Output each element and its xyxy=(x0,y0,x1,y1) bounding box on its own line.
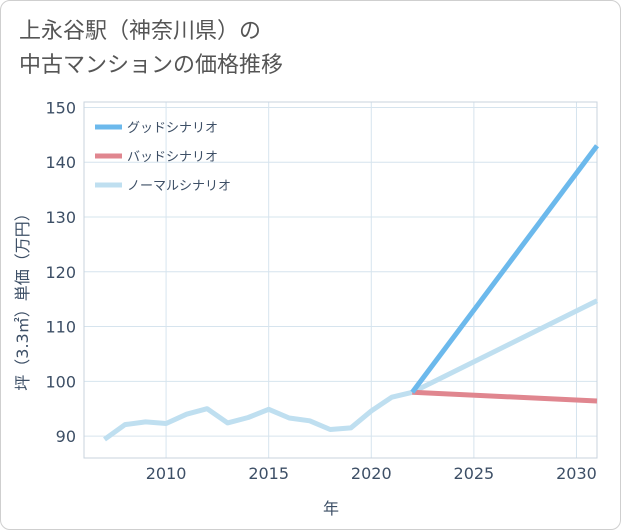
series-line-normal xyxy=(103,298,599,442)
legend-label-good: グッドシナリオ xyxy=(127,121,218,136)
x-axis-ticks: 2010 2015 2020 2025 2030 xyxy=(146,464,597,483)
x-tick-2020: 2020 xyxy=(351,464,392,483)
x-tick-2030: 2030 xyxy=(556,464,597,483)
plot-area-border xyxy=(83,101,598,459)
y-tick-120: 120 xyxy=(45,263,76,282)
x-tick-2025: 2025 xyxy=(454,464,495,483)
series-lines xyxy=(103,144,600,442)
legend-label-normal: ノーマルシナリオ xyxy=(127,179,231,194)
series-line-good xyxy=(410,144,600,394)
series-line-bad xyxy=(412,389,598,404)
legend-label-bad: バッドシナリオ xyxy=(127,150,218,165)
y-tick-130: 130 xyxy=(45,208,76,227)
chart-title-line-1: 上永谷駅（神奈川県）の xyxy=(19,19,262,44)
x-axis-label: 年 xyxy=(323,499,339,518)
y-axis-label: 坪（3.3㎡）単価（万円） xyxy=(13,205,32,390)
x-tick-2015: 2015 xyxy=(248,464,289,483)
y-tick-100: 100 xyxy=(45,372,76,391)
x-tick-2010: 2010 xyxy=(146,464,187,483)
y-tick-140: 140 xyxy=(45,153,76,172)
y-tick-90: 90 xyxy=(56,427,76,446)
y-tick-110: 110 xyxy=(45,318,76,337)
chart-title: 上永谷駅（神奈川県）の 中古マンションの価格推移 xyxy=(19,15,283,83)
y-tick-150: 150 xyxy=(45,98,76,117)
grid-lines xyxy=(84,102,597,458)
chart-title-line-2: 中古マンションの価格推移 xyxy=(19,53,284,78)
y-axis-ticks: 90 100 110 120 130 140 150 xyxy=(45,98,76,446)
